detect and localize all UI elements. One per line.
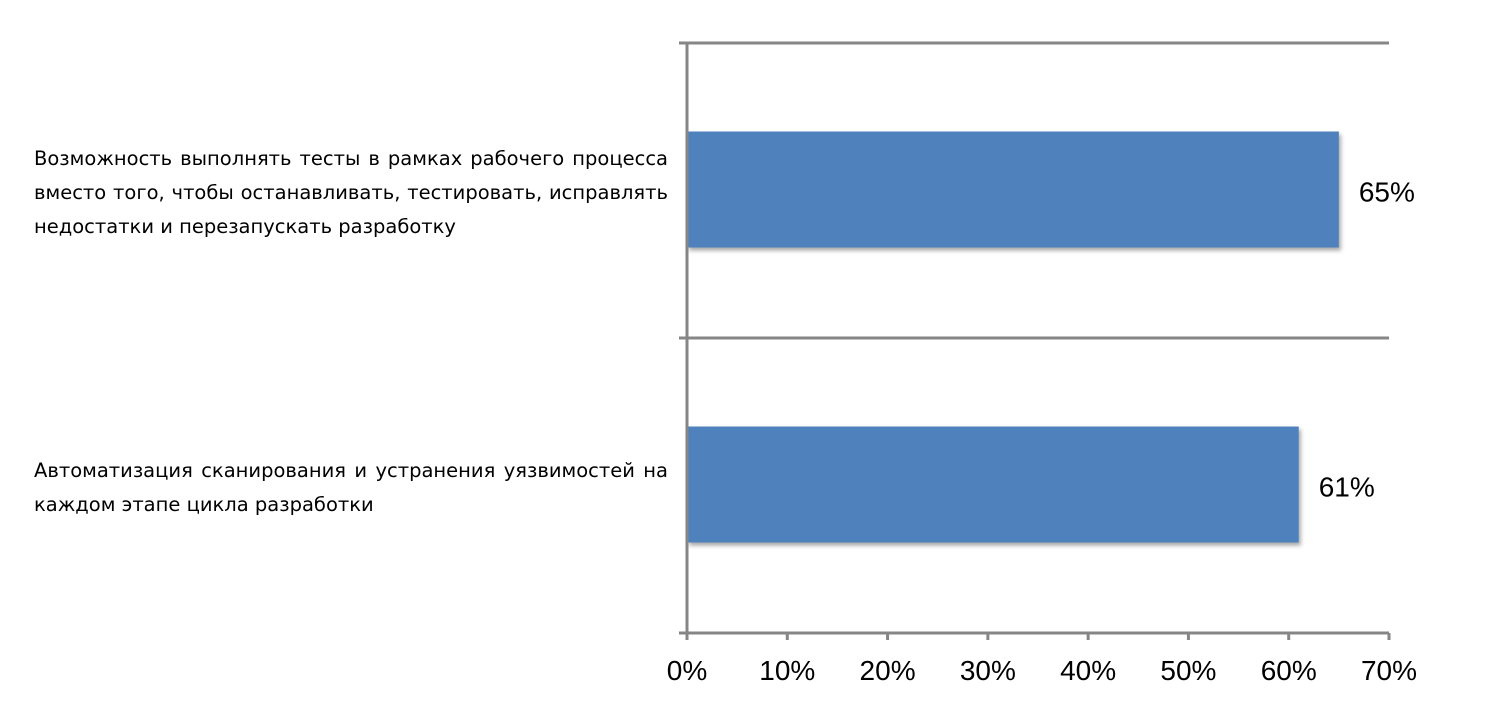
bar [687,131,1339,248]
x-tick-label: 10% [759,655,815,686]
data-label: 61% [1319,472,1375,503]
bar [687,426,1299,543]
category-label: Автоматизация сканирования и устранения … [34,459,668,516]
x-tick-label: 20% [860,655,916,686]
x-tick-label: 30% [960,655,1016,686]
x-tick-label: 0% [667,655,707,686]
x-tick-label: 50% [1160,655,1216,686]
category-label: Возможность выполнять тесты в рамках раб… [34,147,668,238]
x-tick-label: 60% [1261,655,1317,686]
x-tick-label: 70% [1361,655,1417,686]
x-tick-label: 40% [1060,655,1116,686]
data-label: 65% [1359,177,1415,208]
